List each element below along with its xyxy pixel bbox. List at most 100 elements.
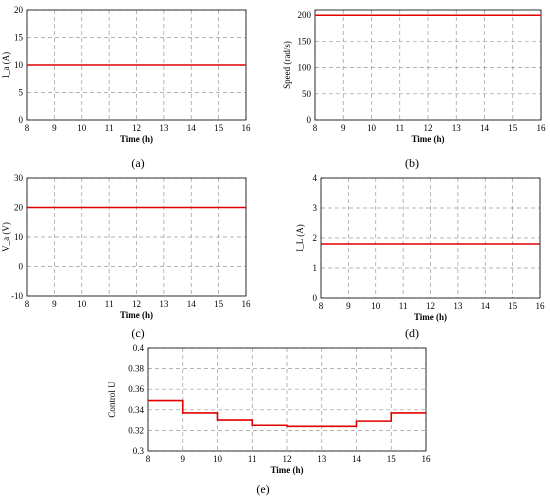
x-tick-label: 16 [242,123,252,133]
chart-panel-d: 8 9 10 11 12 13 14 15 16 0 1 2 3 4 Time (h) I_L (A) [275,170,550,345]
x-tick-label: 10 [213,454,223,464]
x-tick-label: 13 [317,454,327,464]
chart-a-svg: 8 9 10 11 12 13 14 15 16 0 5 10 15 20 Time (h) I_a (A) [1,5,252,144]
x-tick-label: 9 [341,123,346,133]
x-tick-label: 10 [77,299,87,309]
x-tick-label: 9 [346,301,351,311]
y-tick-label: 0.38 [128,364,144,374]
x-tick-label: 16 [242,299,252,309]
y-tick-label: 200 [298,10,312,20]
y-tick-label: 50 [302,89,312,99]
y-tick-label: 2 [313,233,318,243]
x-tick-label: 8 [25,299,30,309]
x-tick-label: 11 [399,301,408,311]
y-axis-label: Speed (rad/s) [282,41,292,89]
plot-frame [314,9,542,121]
x-tick-label: 16 [537,123,547,133]
x-axis-label: Time (h) [120,310,153,320]
y-tick-label: 0 [19,262,24,272]
x-tick-label: 11 [105,123,114,133]
y-axis-label: I_L (A) [295,224,305,251]
x-tick-label: 11 [105,299,114,309]
plot-frame [26,177,247,297]
x-tick-label: 9 [52,299,57,309]
caption-d: (d) [405,326,419,340]
y-tick-label: 0.4 [133,343,145,353]
y-tick-label: 0 [307,115,312,125]
chart-panel-e: 8 9 10 11 12 13 14 15 16 0.3 0.32 0.34 0.36 0.38 0.4 Ti… [100,342,450,499]
caption-e: (e) [256,482,270,496]
x-axis-label: Time (h) [411,134,444,144]
x-tick-label: 14 [352,454,362,464]
x-tick-label: 9 [52,123,57,133]
caption-c: (c) [131,326,145,340]
x-tick-label: 14 [481,301,491,311]
y-tick-label: 20 [14,203,24,213]
plot-frame [320,177,541,299]
y-tick-label: 0.34 [128,405,144,415]
x-tick-label: 13 [453,301,463,311]
y-tick-label: 15 [14,33,24,43]
y-tick-label: 10 [14,60,24,70]
x-tick-label: 13 [159,123,169,133]
chart-panel-a: 8 9 10 11 12 13 14 15 16 0 5 10 15 20 Time (h) I_a (A) [0,0,275,175]
x-tick-label: 8 [25,123,30,133]
plot-frame [147,347,427,452]
y-tick-label: 0 [19,115,24,125]
y-axis-label: V_a (V) [1,222,11,252]
y-axis-label: Control U [107,381,117,418]
x-axis-label: Time (h) [120,134,153,144]
x-tick-label: 15 [508,301,518,311]
y-tick-label: 20 [14,5,24,15]
y-tick-label: 3 [313,203,318,213]
x-tick-label: 12 [424,123,433,133]
caption-a: (a) [131,156,145,170]
series-line [148,399,426,428]
x-tick-label: 13 [452,123,462,133]
x-tick-label: 14 [480,123,490,133]
y-tick-label: 0.36 [128,384,144,394]
y-tick-label: 0 [313,293,318,303]
y-tick-label: -10 [11,291,23,301]
x-tick-label: 14 [187,299,197,309]
chart-c-svg: 8 9 10 11 12 13 14 15 16 -10 0 10 20 30 Time (h) V_a (V… [1,173,252,320]
chart-panel-b: 8 9 10 11 12 13 14 15 16 0 50 100 150 200 Time (h) Spee… [275,0,550,175]
x-tick-label: 11 [248,454,257,464]
x-tick-label: 11 [395,123,404,133]
y-tick-label: 0.32 [128,425,144,435]
x-tick-label: 10 [371,301,381,311]
x-tick-label: 12 [426,301,435,311]
x-tick-label: 10 [77,123,87,133]
y-tick-label: 10 [14,232,24,242]
x-tick-label: 9 [181,454,186,464]
y-tick-label: 150 [298,36,312,46]
x-tick-label: 10 [367,123,377,133]
x-tick-label: 14 [187,123,197,133]
x-tick-label: 15 [508,123,518,133]
x-tick-label: 13 [159,299,169,309]
x-tick-label: 15 [214,123,224,133]
y-tick-label: 5 [19,88,24,98]
y-tick-label: 30 [14,173,24,183]
x-tick-label: 8 [313,123,318,133]
x-tick-label: 15 [214,299,224,309]
y-axis-label: I_a (A) [1,52,11,78]
x-tick-label: 16 [536,301,546,311]
y-tick-label: 100 [298,63,312,73]
x-tick-label: 8 [319,301,324,311]
chart-b-svg: 8 9 10 11 12 13 14 15 16 0 50 100 150 200 Time (h) Spee… [282,9,547,144]
x-axis-label: Time (h) [270,465,303,475]
x-tick-label: 12 [132,123,141,133]
y-tick-label: 0.3 [133,446,145,456]
y-tick-label: 1 [313,263,318,273]
x-tick-label: 8 [146,454,151,464]
y-tick-label: 4 [313,173,318,183]
x-tick-label: 12 [283,454,292,464]
chart-e-svg: 8 9 10 11 12 13 14 15 16 0.3 0.32 0.34 0.36 0.38 0.4 Ti… [107,343,431,475]
x-axis-label: Time (h) [414,312,447,322]
x-tick-label: 15 [387,454,397,464]
chart-panel-c: 8 9 10 11 12 13 14 15 16 -10 0 10 20 30 Time (h) V_a (V… [0,170,275,345]
x-tick-label: 12 [132,299,141,309]
caption-b: (b) [405,156,419,170]
